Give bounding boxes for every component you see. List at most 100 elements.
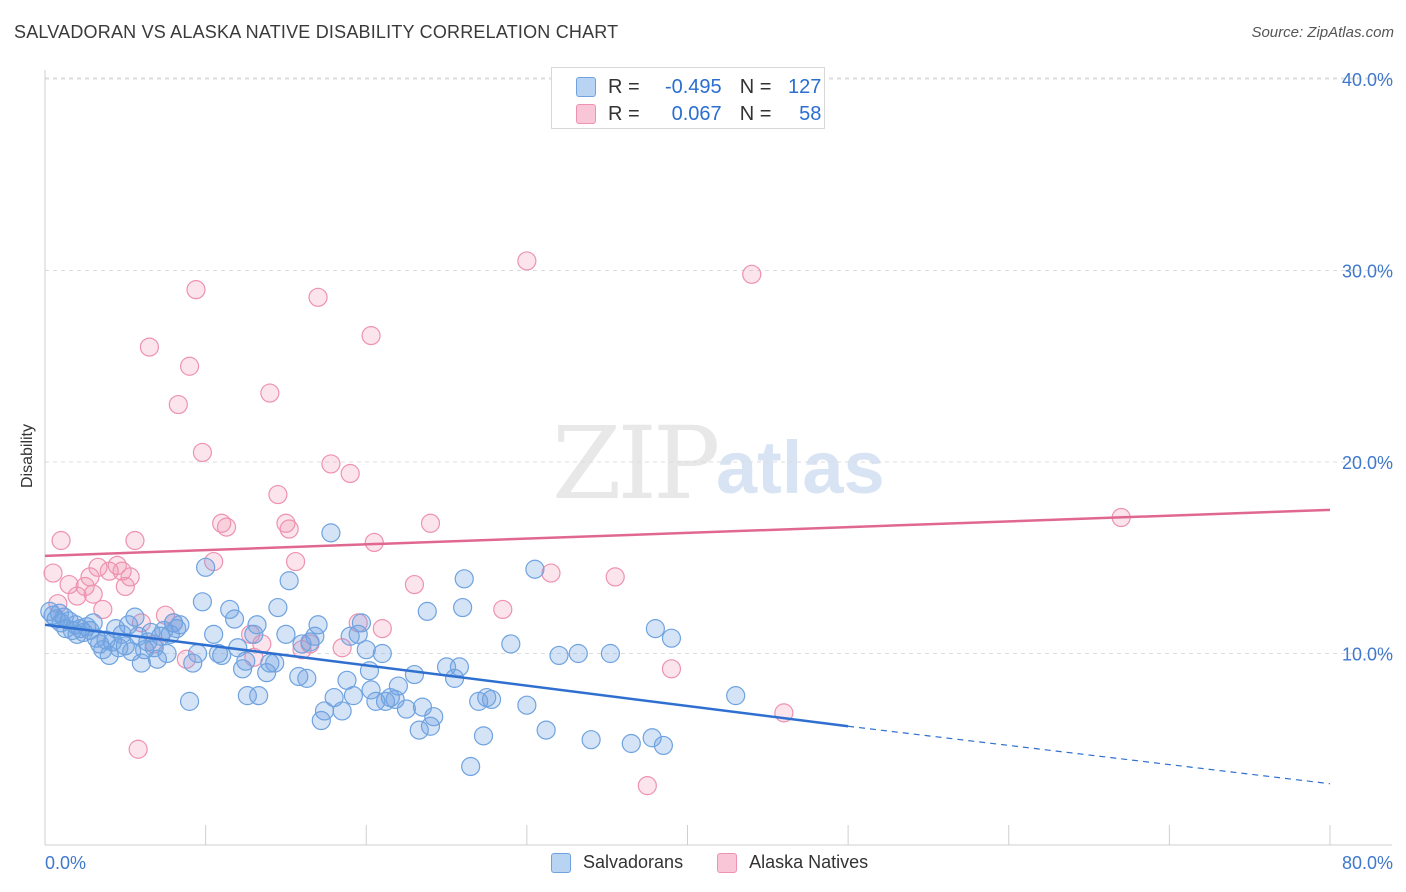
alaska-natives-point (742, 264, 762, 284)
alaska-natives-point (43, 563, 63, 583)
watermark-zip: ZIP (552, 405, 720, 522)
legend-label-salvadorans: Salvadorans (583, 852, 684, 872)
y-tick-label: 40.0% (1342, 70, 1393, 90)
salvadorans-point (321, 523, 341, 543)
salvadorans-point (183, 653, 203, 673)
salvadorans-point (268, 597, 288, 618)
watermark-atlas: atlas (716, 426, 885, 509)
alaska-natives-point (155, 605, 176, 625)
legend-n-value: 127 (788, 75, 822, 98)
correlation-legend: R = -0.495 N = 127 R = 0.067 N = 58 (551, 67, 825, 129)
y-tick-label: 20.0% (1342, 453, 1393, 473)
alaska-natives-point (420, 513, 441, 533)
salvadorans-point (204, 624, 224, 644)
salvadorans-point (517, 695, 537, 715)
legend-n-label: N = (739, 75, 772, 98)
salvadorans-point (224, 609, 245, 629)
salvadorans-point (265, 653, 285, 673)
salvadorans-point (249, 686, 269, 706)
salvadorans-point (653, 735, 674, 756)
legend-n-value: 58 (799, 102, 822, 125)
series-legend: Salvadorans Alaska Natives (551, 852, 902, 873)
y-axis-label: Disability (19, 423, 36, 489)
salvadorans-point (208, 643, 229, 664)
salvadorans-point (196, 557, 216, 577)
salvadorans-point (237, 686, 257, 706)
alaska-natives-point (308, 287, 328, 307)
salvadorans-point (232, 659, 253, 679)
alaska-natives-point (661, 659, 682, 679)
alaska-natives-point (168, 394, 188, 415)
alaska-natives-point (51, 530, 71, 551)
grid-layer (45, 77, 1392, 654)
alaska-natives-point (541, 563, 561, 583)
salvadorans-point (409, 720, 429, 740)
salvadorans-point (276, 624, 296, 644)
salvadorans-point (125, 607, 145, 627)
salvadorans-point (481, 689, 502, 710)
salvadorans-point (86, 628, 107, 648)
legend-n-label: N = (739, 102, 772, 125)
alaska-natives-point (332, 638, 352, 658)
alaska-natives-point (115, 576, 135, 597)
salvadorans-point (157, 643, 177, 664)
salvadorans-point (372, 643, 392, 664)
alaska-natives-point (125, 530, 145, 551)
salvadorans-point (351, 613, 372, 633)
salvadorans-trend-extension (848, 725, 1331, 785)
salvadorans-point (297, 668, 317, 688)
salvadorans-point (388, 676, 408, 696)
alaska-natives-point (493, 599, 513, 620)
salvadorans-point (179, 691, 200, 711)
alaska-natives-point (93, 599, 113, 620)
alaska-natives-point (279, 519, 299, 539)
salvadorans-point (192, 592, 213, 612)
salvadorans-point (536, 720, 556, 740)
legend-r-label: R = (608, 102, 640, 125)
salvadorans-point (525, 559, 545, 579)
legend-label-alaska-natives: Alaska Natives (749, 852, 869, 872)
salvadorans-point (308, 615, 328, 635)
salvadorans-trend-line (44, 623, 849, 728)
salvadorans-point (361, 680, 381, 700)
salvadorans-point (461, 756, 481, 777)
salvadorans-point (279, 571, 299, 591)
legend-row-salvadorans: R = -0.495 N = 127 (576, 75, 821, 99)
salvadorans-point (134, 640, 155, 660)
alaska-natives-point (364, 532, 384, 553)
alaska-natives-point (260, 383, 280, 403)
alaska-natives-point (637, 776, 657, 796)
salvadorans-point (366, 691, 386, 711)
alaska-natives-point (285, 551, 306, 572)
alaska-natives-point (216, 517, 237, 537)
salvadorans-point (348, 624, 368, 644)
salvadorans-point (236, 651, 256, 671)
alaska-natives-point (276, 513, 296, 533)
salvadorans-point (661, 628, 682, 648)
alaska-natives-point (340, 463, 360, 484)
alaska-natives-point (67, 586, 87, 606)
salvadorans-point (404, 664, 425, 685)
alaska-natives-point (605, 567, 625, 587)
alaska-natives-point (268, 484, 288, 505)
alaska-natives-point (139, 337, 160, 357)
alaska-natives-point (83, 584, 103, 604)
salvadorans-point (726, 686, 746, 706)
y-tick-label: 30.0% (1342, 262, 1393, 282)
salvadorans-point (645, 619, 665, 639)
salvadorans-point (332, 701, 352, 721)
legend-item-alaska-natives: Alaska Natives (717, 852, 868, 873)
salvadorans-point (147, 649, 168, 669)
salvadorans-point (170, 615, 190, 635)
alaska-natives-point (59, 574, 79, 595)
x-tick-label-min: 0.0% (45, 853, 86, 873)
salvadorans-point (305, 626, 325, 646)
alaska-natives-point (192, 442, 213, 463)
alaska-natives-trend-line (44, 508, 1331, 558)
salvadorans-point (356, 640, 376, 660)
legend-r-value: -0.495 (664, 75, 722, 98)
salvadorans-point (340, 626, 360, 646)
salvadorans-point (396, 699, 417, 719)
legend-item-salvadorans: Salvadorans (551, 852, 683, 873)
